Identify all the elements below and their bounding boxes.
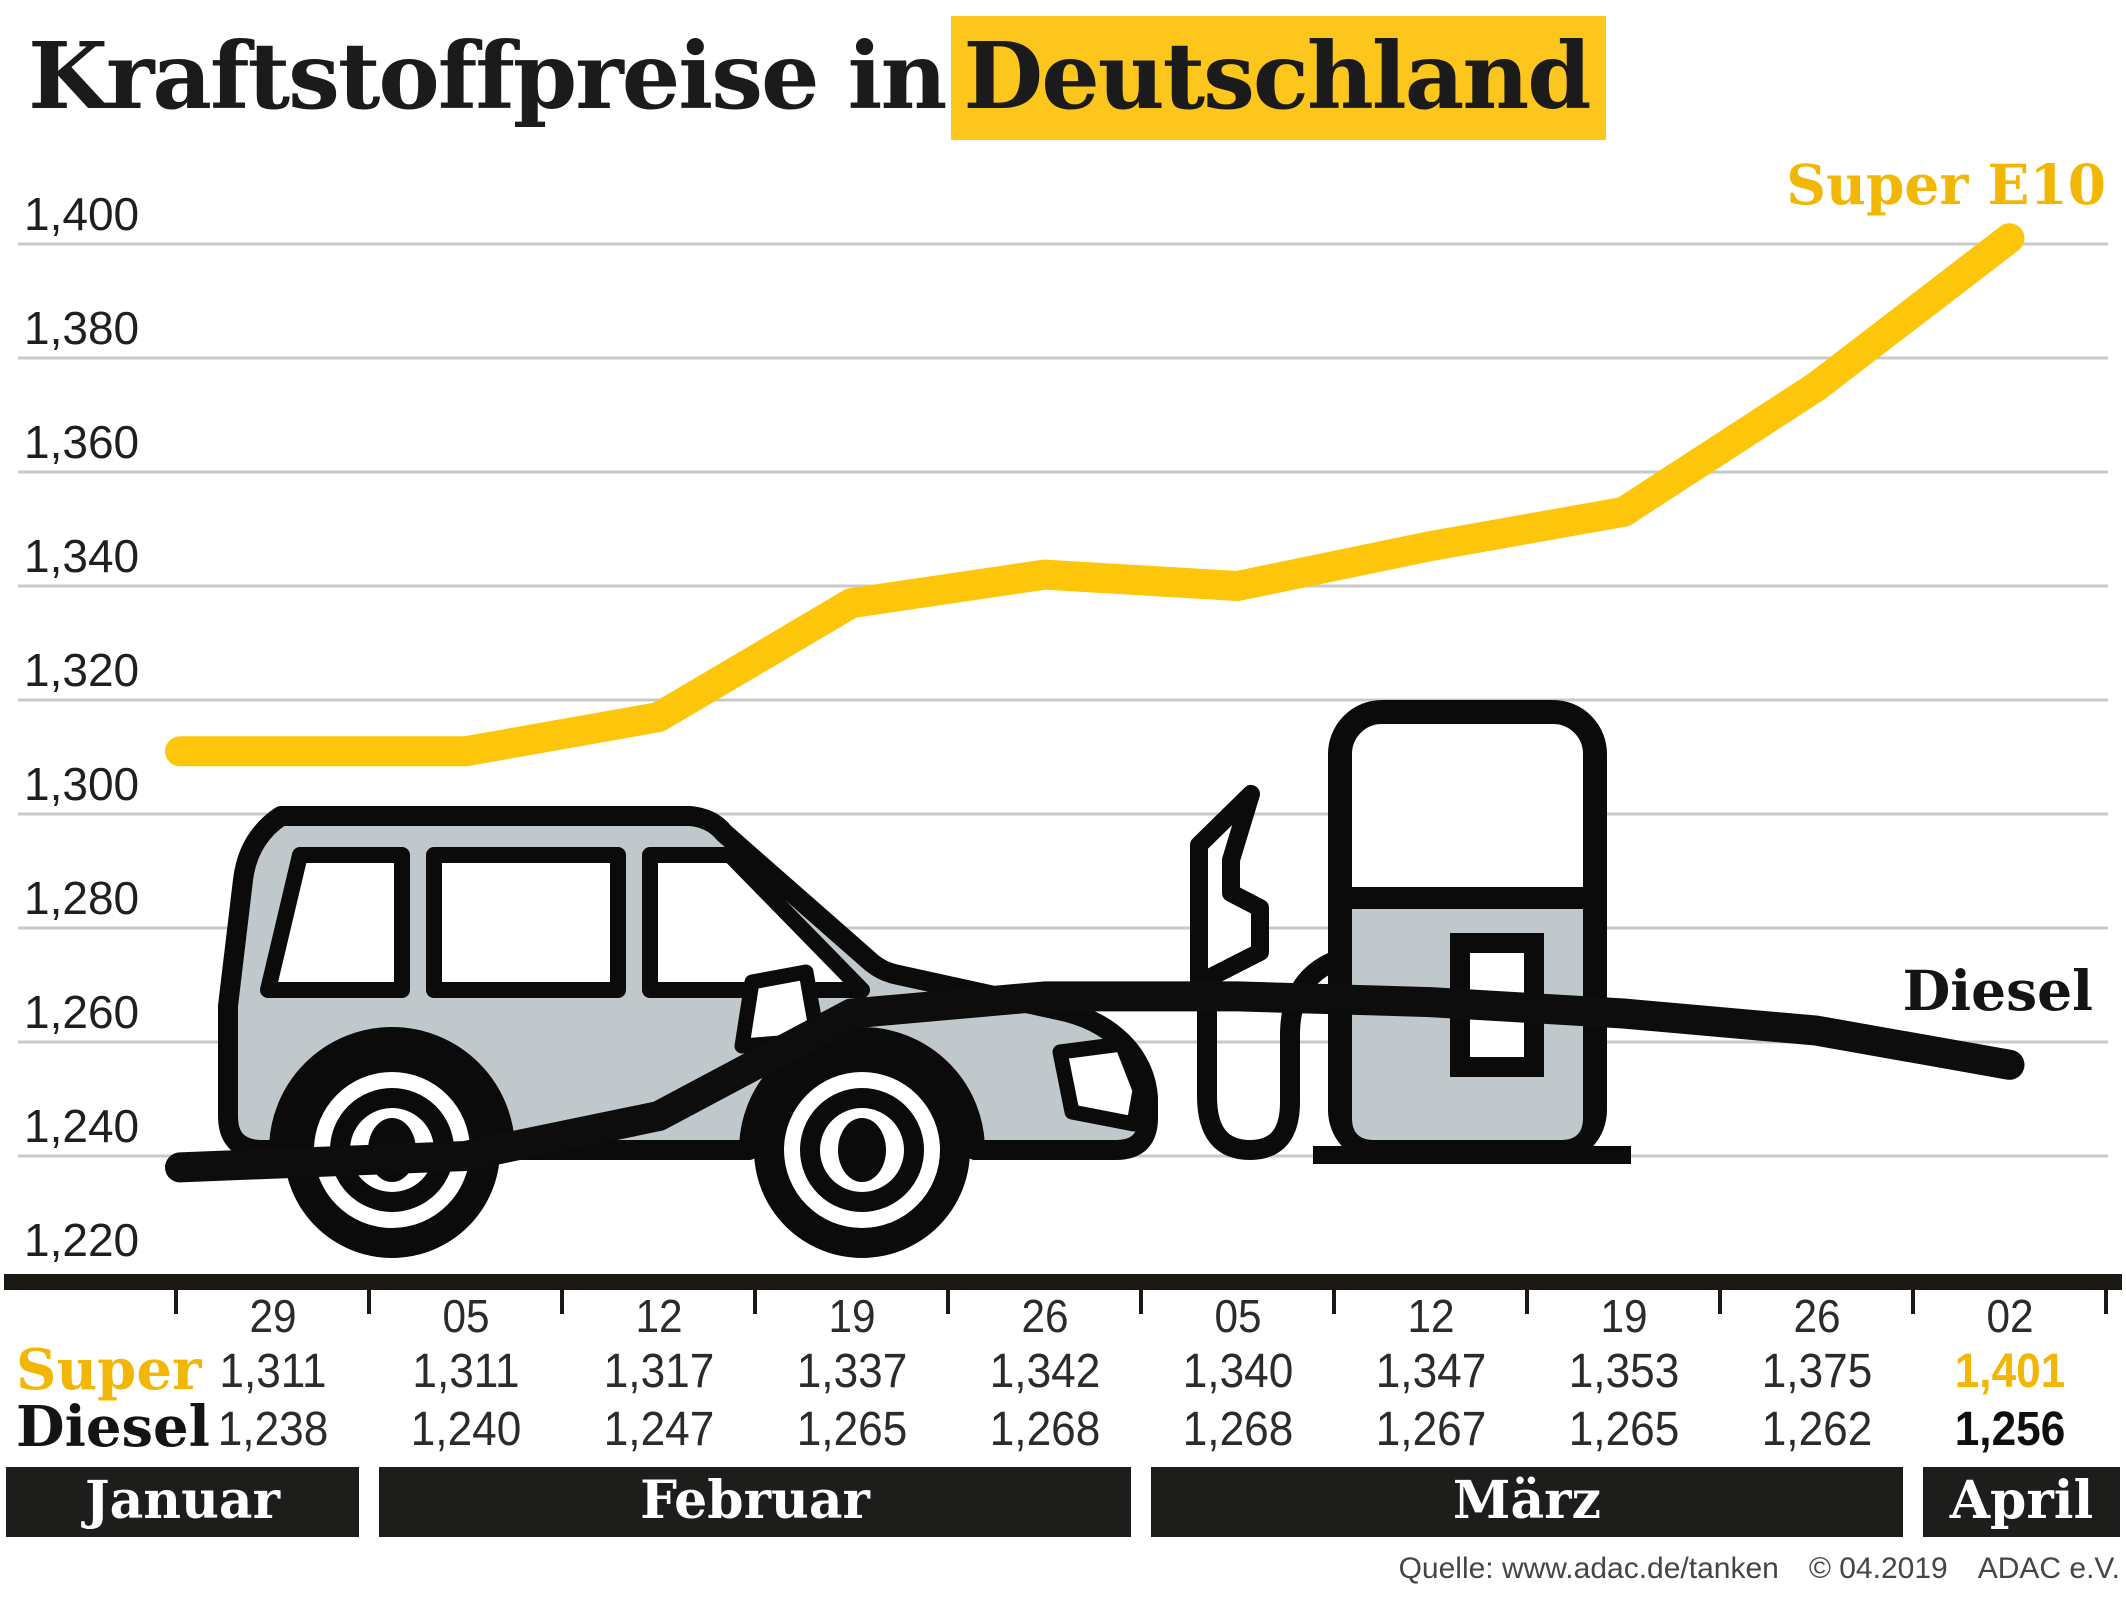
source-line: Quelle: www.adac.de/tanken © 04.2019 ADAC … xyxy=(1399,1552,2120,1586)
line-super-e10 xyxy=(165,223,2025,767)
x-axis-tick xyxy=(1525,1288,1529,1314)
value-cell-diesel: 1,267 xyxy=(1375,1403,1486,1456)
y-axis-label: 1,340 xyxy=(24,530,139,582)
y-axis-label: 1,260 xyxy=(24,986,139,1038)
page-title: Kraftstoffpreise in Deutschland xyxy=(28,16,1606,140)
value-cell-super: 1,353 xyxy=(1568,1345,1679,1398)
source-org: ADAC e.V. xyxy=(1977,1552,2120,1585)
value-cell-super: 1,311 xyxy=(218,1345,327,1398)
x-axis-tick xyxy=(1911,1288,1915,1314)
x-axis-tick xyxy=(174,1288,178,1314)
y-axis-labels: 1,400 1,380 1,360 1,340 1,320 1,300 1,280 1,260… xyxy=(24,188,139,1266)
value-cell-diesel: 1,268 xyxy=(1182,1403,1293,1456)
value-cell-super: 1,340 xyxy=(1182,1345,1293,1398)
value-cell-super: 1,311 xyxy=(411,1345,520,1398)
date-label: 26 xyxy=(1020,1290,1069,1342)
x-axis-tick xyxy=(1718,1288,1722,1314)
x-axis-tick xyxy=(560,1288,564,1314)
date-label: 12 xyxy=(634,1290,683,1342)
y-axis-label: 1,380 xyxy=(24,302,139,354)
date-label: 02 xyxy=(1985,1290,2034,1342)
y-axis-label: 1,280 xyxy=(24,872,139,924)
y-axis-label: 1,240 xyxy=(24,1100,139,1152)
value-cell-super: 1,342 xyxy=(989,1345,1100,1398)
page-title-plain: Kraftstoffpreise in xyxy=(28,22,947,130)
month-band-marz: März xyxy=(1151,1467,1903,1537)
headlight-icon xyxy=(1052,1036,1148,1132)
month-band-januar: Januar xyxy=(6,1467,359,1537)
date-label: 19 xyxy=(827,1290,876,1342)
line-diesel xyxy=(165,981,2025,1183)
value-cell-super: 1,347 xyxy=(1375,1345,1486,1398)
pump-hose-icon xyxy=(1197,945,1365,1161)
value-cell-diesel: 1,238 xyxy=(217,1403,328,1456)
y-axis-label: 1,320 xyxy=(24,644,139,696)
value-cell-diesel: 1,240 xyxy=(410,1403,521,1456)
table-row-label-super: Super xyxy=(16,1337,202,1403)
x-axis-tick xyxy=(1139,1288,1143,1314)
y-axis-label: 1,220 xyxy=(24,1214,139,1266)
x-axis-tick xyxy=(1332,1288,1336,1314)
page-title-highlight: Deutschland xyxy=(951,16,1606,140)
x-axis-tick xyxy=(946,1288,950,1314)
date-label: 05 xyxy=(1213,1290,1262,1342)
x-axis-bar xyxy=(4,1274,2122,1290)
fuel-pump-icon xyxy=(1190,700,1631,1164)
y-axis-label: 1,300 xyxy=(24,758,139,810)
date-label: 19 xyxy=(1599,1290,1648,1342)
value-cell-super: 1,337 xyxy=(796,1345,907,1398)
date-label: 29 xyxy=(248,1290,297,1342)
source-copyright: © 04.2019 xyxy=(1808,1552,1948,1585)
month-band-april: April xyxy=(1923,1467,2120,1537)
value-cell-diesel: 1,247 xyxy=(603,1403,714,1456)
value-cell-diesel: 1,268 xyxy=(989,1403,1100,1456)
date-label: 26 xyxy=(1792,1290,1841,1342)
value-cell-diesel: 1,265 xyxy=(1568,1403,1679,1456)
value-cell-super: 1,375 xyxy=(1761,1345,1872,1398)
value-cell-super: 1,317 xyxy=(603,1345,714,1398)
value-cell-diesel: 1,262 xyxy=(1761,1403,1872,1456)
date-label: 05 xyxy=(441,1290,490,1342)
y-axis-label: 1,360 xyxy=(24,416,139,468)
data-lines xyxy=(165,223,2025,1183)
value-cell-diesel: 1,265 xyxy=(796,1403,907,1456)
series-label-diesel: Diesel xyxy=(1902,958,2093,1023)
table-row-label-diesel: Diesel xyxy=(16,1394,210,1460)
source-url: Quelle: www.adac.de/tanken xyxy=(1398,1552,1779,1585)
series-label-super-e10: Super E10 xyxy=(1786,152,2106,217)
x-axis-tick xyxy=(367,1288,371,1314)
car-icon xyxy=(218,806,1158,1258)
date-label: 12 xyxy=(1406,1290,1455,1342)
pump-base-icon xyxy=(1313,1146,1631,1164)
y-axis-label: 1,400 xyxy=(24,188,139,240)
front-wheel-icon xyxy=(754,1042,970,1258)
x-axis-tick xyxy=(753,1288,757,1314)
value-cell-super: 1,401 xyxy=(1954,1345,2065,1398)
x-axis-tick xyxy=(2104,1288,2108,1314)
pump-nozzle-icon xyxy=(1190,785,1269,992)
value-cell-diesel: 1,256 xyxy=(1954,1403,2065,1456)
month-band-februar: Februar xyxy=(379,1467,1131,1537)
